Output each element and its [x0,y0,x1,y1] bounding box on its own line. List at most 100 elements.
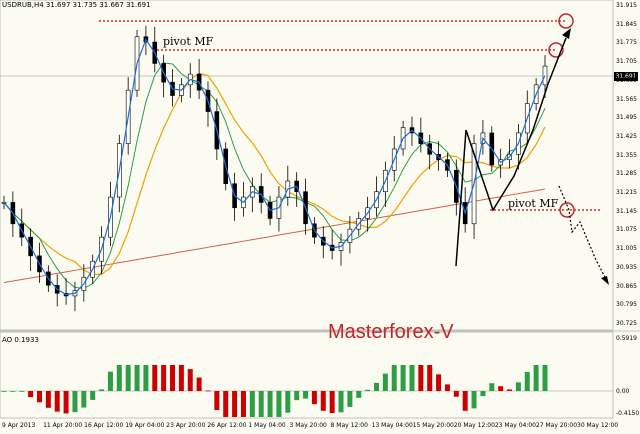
price-tick-label: 31.075 [616,226,637,234]
ao-bar [267,391,273,417]
ao-panel-frame [0,331,614,419]
time-tick-label: 23 Apr 20:00 [166,422,206,429]
ao-tick-label: -0.4150 [616,410,640,417]
ma-slow-line [3,72,546,275]
ao-bar [214,391,220,411]
ma-fast-layer [3,38,546,296]
ao-bar [72,391,78,413]
ao-bar [63,391,69,414]
ao-bar [196,377,202,391]
price-tick-label: 31.145 [616,207,637,215]
ao-bar [542,365,548,391]
ao-bar [45,391,51,408]
price-tick-label: 31.425 [616,132,637,140]
ao-bar [427,365,433,391]
ao-bar [418,365,424,391]
candles-layer [1,25,548,312]
time-tick-label: 13 May 04:00 [371,422,413,429]
ao-bar [178,365,184,391]
ao-layer [1,365,548,417]
pivot-label-top: pivot MF [163,35,214,48]
ma-mid-layer [3,62,546,289]
price-tick-label: 31.495 [616,114,637,122]
ao-bar [356,391,362,398]
ao-bar [311,391,317,405]
price-tick-label: 30.725 [616,320,637,327]
time-tick-label: 15 May 20:00 [412,422,454,429]
time-tick-label: 1 May 04:00 [248,422,286,429]
price-tick-label: 31.215 [616,189,637,197]
ao-bar [134,365,140,391]
ao-bar [329,391,335,414]
time-tick-label: 16 Apr 12:00 [84,422,124,429]
ao-bar [462,391,468,411]
ma-slow-layer [3,72,546,275]
arrow-head-down [601,276,609,285]
price-tick-label: 31.565 [616,95,637,103]
ao-bar [533,365,539,391]
price-tick-label: 30.935 [616,263,637,271]
time-tick-label: 27 May 20:00 [535,422,578,429]
ao-bar [205,390,211,392]
ao-bar [471,391,477,409]
pivot-label-right: pivot MF [508,197,559,210]
ma-fast-line [3,38,546,296]
ao-bar [391,365,397,391]
ao-bar [320,391,326,411]
price-tick-label: 31.845 [616,20,637,28]
current-price-badge: 31.691 [614,72,638,81]
time-tick-label: 20 May 12:00 [453,422,495,429]
ao-bar [249,391,255,417]
time-tick-label: 8 May 12:00 [330,422,368,429]
ao-bar [498,386,504,391]
price-panel-frame [0,0,614,331]
ao-bar [81,391,87,408]
watermark-text: Masterforex-V [328,321,454,343]
ao-bar [10,391,16,392]
price-tick-label: 30.795 [616,301,637,309]
arrow-head-up [562,28,571,39]
price-tick-label: 31.635 [616,76,637,84]
ao-bar [54,391,60,412]
ao-bar [36,391,42,403]
symbol-header: USDRUB,H4 31.697 31.735 31.667 31.691 [2,1,151,9]
price-tick-label: 31.915 [616,2,637,9]
ao-bar [480,391,486,397]
ao-bar [444,384,450,391]
ao-bar [1,391,7,392]
ao-bar [285,391,291,413]
ao-bar [116,365,122,391]
ao-bar [409,365,415,391]
ao-bar [19,391,25,392]
ao-bar [338,391,344,413]
ao-bar [143,365,149,391]
ao-bar [373,382,379,391]
ao-bar [28,391,34,398]
wave-trend-line [455,37,567,267]
target-circle-top [558,13,574,29]
ao-bar [382,373,388,391]
ao-bar [347,391,353,407]
ao-bar [365,389,371,391]
ao-bar [294,391,300,401]
ao-bar [507,389,513,391]
ao-bar [170,365,176,391]
ao-bar [232,391,238,417]
ao-bar [107,371,113,391]
time-tick-label: 3 May 20:00 [289,422,327,429]
ao-bar [99,389,105,391]
ao-bar [125,365,131,391]
price-tick-label: 31.005 [616,245,637,253]
price-tick-label: 31.285 [616,170,637,178]
ao-bar [453,391,459,397]
ao-tick-label: 0.00 [616,388,630,395]
ao-bar [303,391,309,399]
target-circle-right [559,202,575,218]
ao-bar [187,369,193,391]
ao-bar [258,391,264,417]
ao-bar [489,383,495,391]
ao-bar [223,391,229,417]
ao-bar [400,365,406,391]
